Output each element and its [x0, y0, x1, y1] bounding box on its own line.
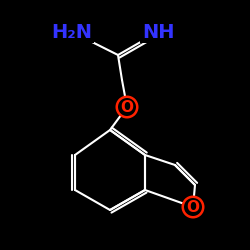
Text: H₂N: H₂N [52, 22, 92, 42]
Text: NH: NH [142, 22, 174, 42]
Text: O: O [186, 200, 200, 214]
Text: O: O [120, 100, 134, 114]
